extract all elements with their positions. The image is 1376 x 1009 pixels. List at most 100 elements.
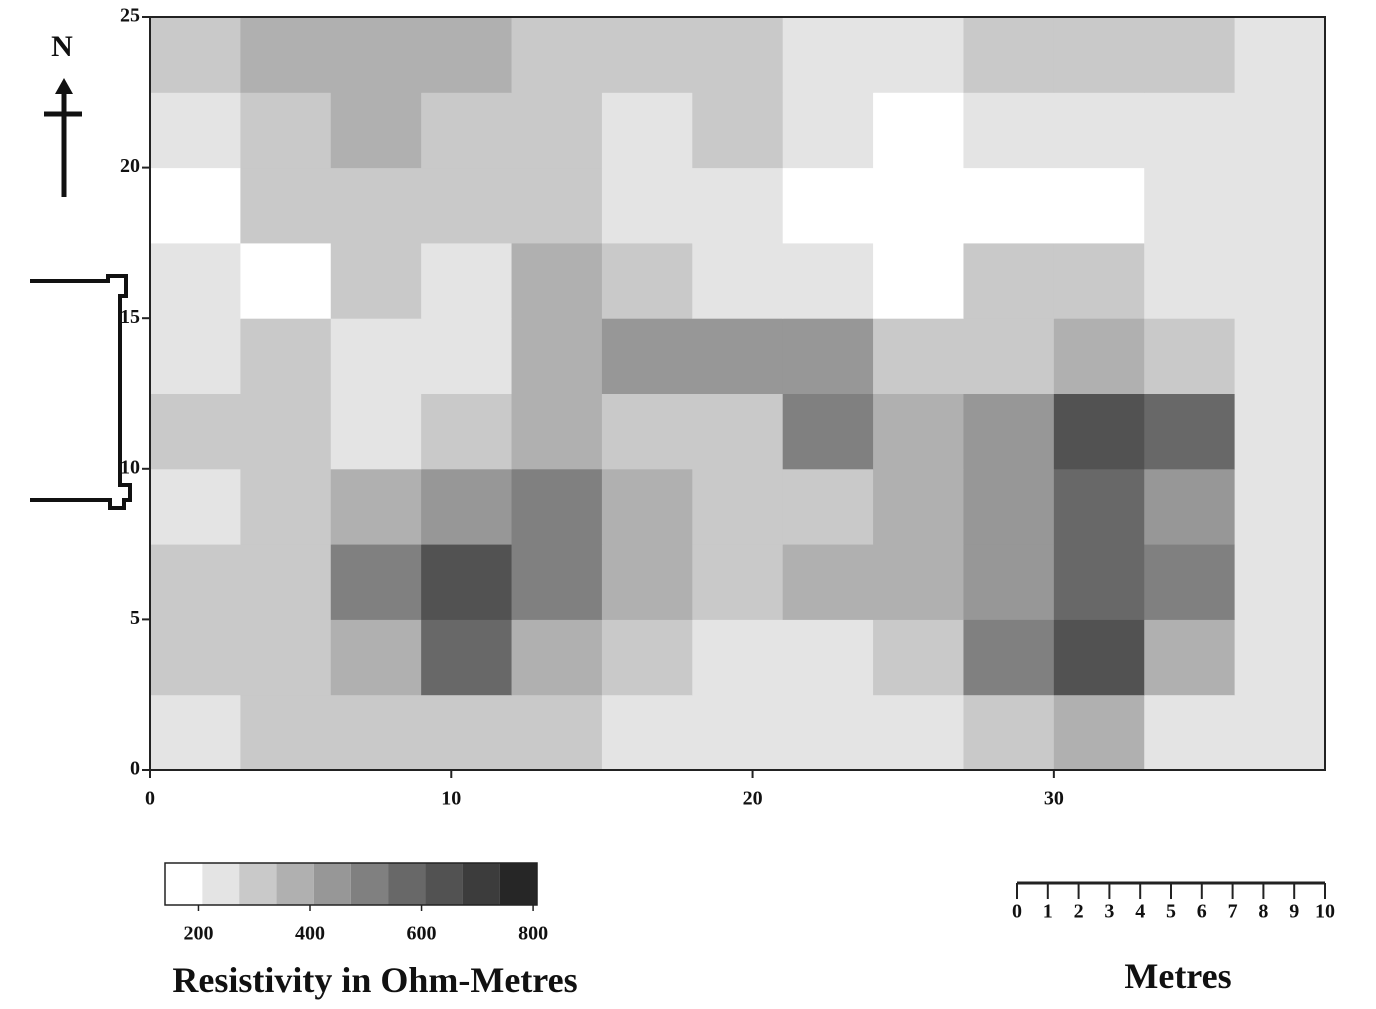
resistivity-cell	[782, 167, 874, 244]
resistivity-cell	[601, 318, 693, 394]
resistivity-cell	[1053, 318, 1145, 394]
colorbar-box	[425, 863, 463, 905]
y-tick-label: 0	[130, 758, 140, 780]
resistivity-cell	[240, 393, 332, 470]
scale-tick-label: 5	[1166, 901, 1176, 923]
colorbar-tick-label: 200	[183, 923, 213, 945]
x-tick-label: 10	[441, 788, 461, 810]
resistivity-cell	[1144, 17, 1236, 93]
colorbar-tick-label: 400	[295, 923, 325, 945]
resistivity-cell	[1053, 694, 1145, 771]
y-tick-label: 25	[120, 5, 140, 27]
resistivity-cell	[873, 318, 964, 394]
resistivity-cell	[963, 242, 1055, 319]
y-tick-label: 10	[120, 456, 140, 478]
resistivity-cell	[330, 468, 422, 545]
resistivity-cell	[511, 468, 603, 545]
resistivity-cell	[1144, 318, 1236, 394]
colorbar-label: Resistivity in Ohm-Metres	[172, 960, 577, 1000]
colorbar-box	[165, 863, 203, 905]
resistivity-cell	[1144, 242, 1236, 319]
resistivity-cell	[511, 242, 603, 319]
resistivity-cell	[511, 544, 603, 620]
resistivity-cell	[421, 468, 513, 545]
resistivity-cell	[692, 468, 784, 545]
resistivity-cell	[330, 619, 422, 696]
resistivity-cell	[963, 694, 1055, 771]
resistivity-cell	[1053, 167, 1145, 244]
resistivity-cell	[601, 468, 693, 545]
resistivity-cell	[873, 92, 964, 169]
resistivity-cell	[330, 318, 422, 394]
resistivity-cell	[692, 318, 784, 394]
resistivity-cell	[873, 468, 964, 545]
resistivity-cell	[873, 242, 964, 319]
resistivity-cell	[963, 318, 1055, 394]
colorbar-box	[276, 863, 314, 905]
resistivity-cell	[240, 468, 332, 545]
resistivity-cell	[963, 167, 1055, 244]
resistivity-cell	[873, 393, 964, 470]
resistivity-cell	[1234, 468, 1326, 545]
resistivity-cell	[240, 318, 332, 394]
resistivity-cell	[782, 318, 874, 394]
resistivity-cell	[330, 92, 422, 169]
resistivity-cell	[240, 242, 332, 319]
x-tick-label: 0	[145, 788, 155, 810]
resistivity-cell	[421, 393, 513, 470]
resistivity-cell	[692, 393, 784, 470]
x-tick-label: 20	[743, 788, 763, 810]
resistivity-cell	[1144, 167, 1236, 244]
resistivity-cell	[240, 92, 332, 169]
resistivity-cell	[421, 694, 513, 771]
resistivity-cell	[330, 242, 422, 319]
resistivity-cell	[601, 92, 693, 169]
resistivity-cell	[1234, 17, 1326, 93]
resistivity-cell	[1144, 694, 1236, 771]
resistivity-cell	[601, 17, 693, 93]
resistivity-cell	[421, 92, 513, 169]
resistivity-cell	[421, 167, 513, 244]
resistivity-cell	[150, 619, 241, 696]
resistivity-cell	[330, 17, 422, 93]
scale-tick-label: 7	[1228, 901, 1238, 923]
resistivity-cell	[782, 694, 874, 771]
resistivity-cell	[150, 468, 241, 545]
resistivity-cell	[601, 619, 693, 696]
plot-frame	[149, 16, 1326, 771]
y-tick-label: 15	[120, 306, 140, 328]
resistivity-cell	[1053, 242, 1145, 319]
north-label: N	[51, 30, 73, 63]
resistivity-cell	[782, 393, 874, 470]
resistivity-cell	[692, 167, 784, 244]
resistivity-cell	[1234, 619, 1326, 696]
resistivity-cell	[511, 393, 603, 470]
resistivity-cell	[782, 17, 874, 93]
resistivity-cell	[1144, 544, 1236, 620]
resistivity-cell	[1144, 393, 1236, 470]
resistivity-cell	[963, 17, 1055, 93]
resistivity-cell	[330, 694, 422, 771]
colorbar-frame	[164, 862, 538, 906]
resistivity-cell	[240, 167, 332, 244]
resistivity-cell	[1234, 318, 1326, 394]
resistivity-cell	[1053, 17, 1145, 93]
resistivity-cell	[1234, 242, 1326, 319]
resistivity-cell	[240, 17, 332, 93]
resistivity-cell	[1144, 92, 1236, 169]
resistivity-cell	[1053, 468, 1145, 545]
y-tick-label: 20	[120, 155, 140, 177]
resistivity-cell	[330, 167, 422, 244]
resistivity-cell	[421, 242, 513, 319]
scale-tick-label: 9	[1289, 901, 1299, 923]
resistivity-cell	[1053, 544, 1145, 620]
colorbar-box	[313, 863, 351, 905]
resistivity-cell	[601, 544, 693, 620]
resistivity-cell	[692, 694, 784, 771]
resistivity-cell	[873, 694, 964, 771]
resistivity-cell	[421, 544, 513, 620]
resistivity-cell	[1144, 468, 1236, 545]
resistivity-cell	[782, 92, 874, 169]
resistivity-cell	[782, 544, 874, 620]
